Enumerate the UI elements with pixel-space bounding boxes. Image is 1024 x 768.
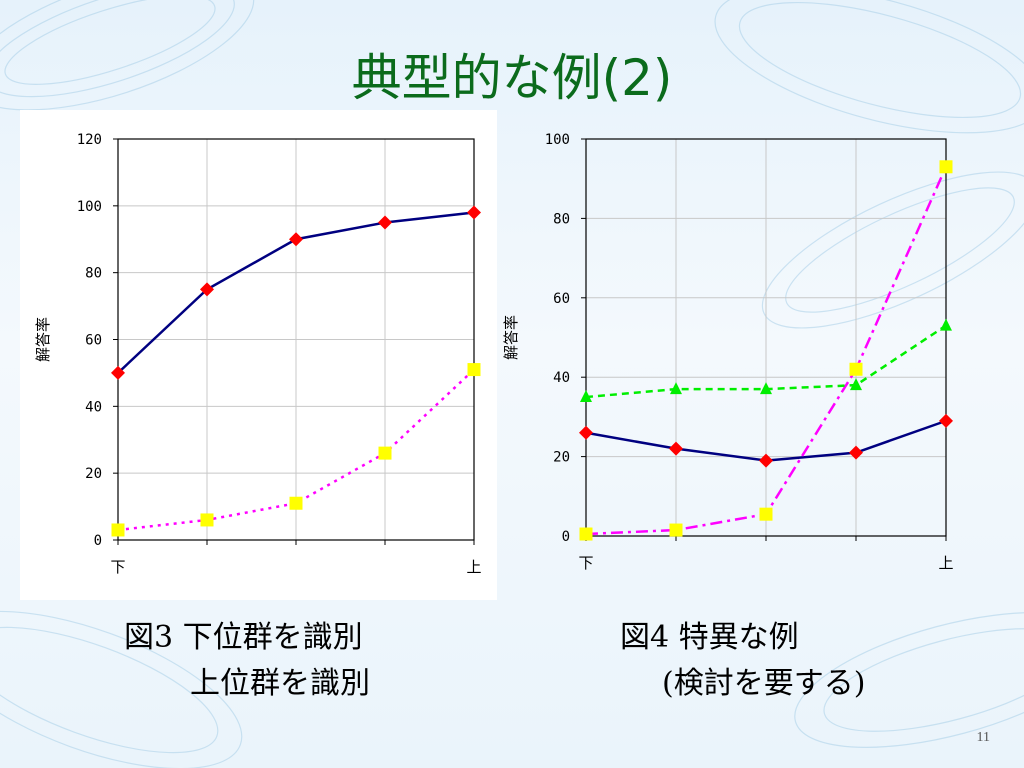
data-point-triangle [940, 318, 952, 331]
data-point-triangle [670, 382, 682, 395]
y-tick-label: 60 [553, 291, 570, 307]
y-tick-label: 40 [553, 370, 570, 386]
y-tick-label: 20 [85, 466, 102, 482]
caption-fig3-line1: 図3 下位群を識別 [124, 620, 363, 655]
slide-title: 典型的な例(2) [351, 49, 673, 107]
data-point-diamond [759, 453, 773, 468]
y-tick-label: 40 [85, 399, 102, 415]
data-point-square [378, 446, 392, 460]
data-point-diamond [378, 215, 392, 230]
data-point-diamond [849, 445, 863, 460]
data-point-diamond [669, 441, 683, 456]
data-point-square [579, 527, 593, 541]
data-point-square [939, 160, 953, 174]
y-tick-label: 100 [545, 132, 570, 148]
chart-panel-fig3 [20, 110, 497, 600]
y-tick-label: 20 [553, 450, 570, 466]
y-axis-label: 解答率 [34, 317, 52, 362]
x-tick-label: 下 [110, 558, 125, 576]
y-tick-label: 80 [553, 211, 570, 227]
plot-area [117, 138, 475, 541]
data-point-square [759, 507, 773, 521]
series-line-1 [117, 368, 475, 532]
data-point-square [849, 362, 863, 376]
x-tick-label: 上 [938, 554, 953, 572]
x-tick-label: 上 [466, 558, 481, 576]
data-point-square [111, 523, 125, 537]
data-point-diamond [579, 425, 593, 440]
data-point-diamond [111, 365, 125, 380]
plot-area [585, 138, 947, 537]
data-point-diamond [200, 282, 214, 297]
data-point-square [467, 363, 481, 377]
y-tick-label: 120 [77, 132, 102, 148]
data-point-diamond [467, 205, 481, 220]
data-point-square [669, 523, 683, 537]
caption-fig4-line2: (検討を要する) [662, 666, 866, 701]
caption-fig4-line1: 図4 特異な例 [620, 620, 799, 655]
slide-number: 11 [976, 730, 990, 745]
y-tick-label: 80 [85, 266, 102, 282]
x-tick-label: 下 [578, 554, 593, 572]
y-tick-label: 0 [562, 529, 570, 545]
data-point-triangle [850, 378, 862, 391]
data-point-triangle [580, 390, 592, 403]
data-point-diamond [289, 232, 303, 247]
data-point-diamond [939, 413, 953, 428]
data-point-square [289, 496, 303, 510]
y-tick-label: 100 [77, 199, 102, 215]
data-point-triangle [760, 382, 772, 395]
y-tick-label: 60 [85, 333, 102, 349]
y-tick-label: 0 [94, 533, 102, 549]
y-axis-label: 解答率 [502, 315, 520, 360]
data-point-square [200, 513, 214, 527]
caption-fig3-line2: 上位群を識別 [190, 666, 370, 701]
